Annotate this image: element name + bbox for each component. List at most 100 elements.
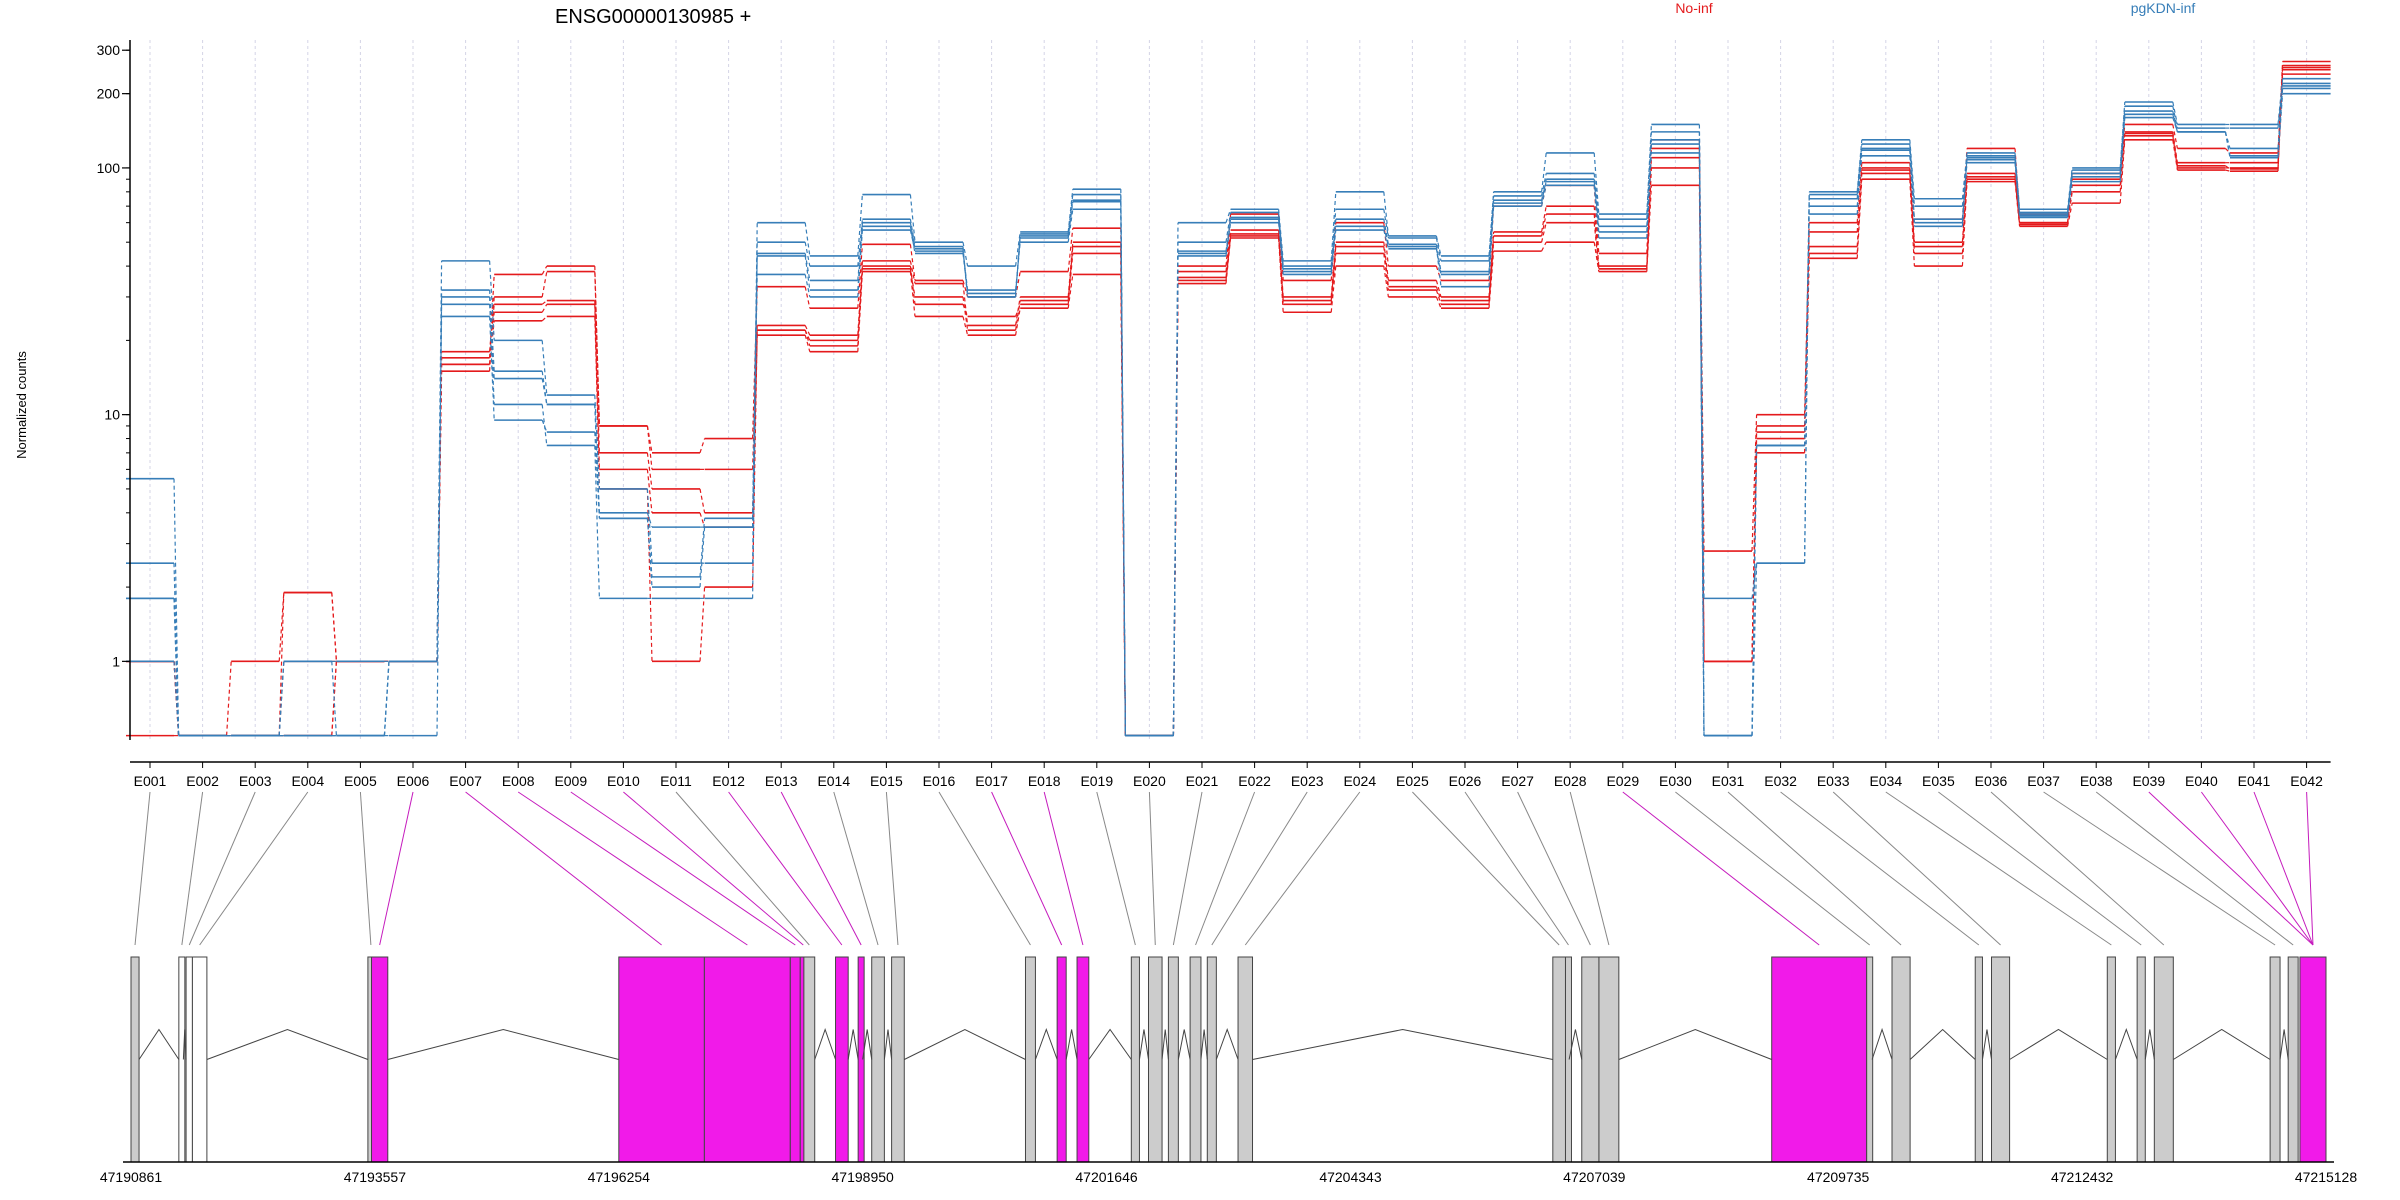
chart-title: ENSG00000130985 +	[555, 6, 751, 28]
series-connector	[646, 488, 653, 564]
exon-connector	[1211, 791, 1308, 946]
axes: 1 10 100 200 300 E001 E002 E003 E004 E005 E006 E007…	[97, 40, 2331, 789]
series-connector	[699, 587, 706, 662]
x-tick-label: E030	[1659, 773, 1692, 789]
intron-line	[1161, 1029, 1169, 1060]
series-connector	[909, 219, 916, 247]
intron-line	[1088, 1028, 1132, 1060]
y-tick-label: 1	[112, 653, 120, 669]
series-connector	[1593, 181, 1600, 227]
series-connector	[1541, 185, 1547, 207]
exon-connector	[991, 791, 1063, 946]
exon-block	[1598, 956, 1620, 1163]
series-connector	[1856, 179, 1863, 259]
gene-model: 47190861 47193557 47196254 47198950 47201646…	[100, 956, 2357, 1185]
exon-connector	[1412, 791, 1560, 946]
series-connector	[909, 222, 916, 249]
exon-block	[618, 956, 705, 1163]
series-connector	[646, 518, 653, 577]
series-connector	[541, 300, 548, 305]
series-connector	[962, 316, 969, 336]
series-connector	[1488, 242, 1495, 305]
series-connector	[1067, 200, 1074, 237]
exon-connector	[1990, 791, 2165, 946]
exon-connector	[938, 791, 1031, 946]
series-connector	[2014, 176, 2021, 225]
series-connector	[594, 445, 600, 599]
genomic-tick-label: 47212432	[2051, 1169, 2114, 1185]
exon-block	[130, 956, 140, 1163]
x-tick-label: E012	[712, 773, 745, 789]
exon-block	[2299, 956, 2327, 1163]
exon-connector	[134, 791, 151, 946]
series-connector	[1541, 173, 1547, 197]
series-connector	[1646, 167, 1652, 269]
series-connector	[909, 244, 916, 281]
x-tick-label: E035	[1922, 773, 1955, 789]
series-connector	[1488, 200, 1495, 287]
series-connector	[646, 425, 653, 453]
series-connector	[909, 268, 916, 298]
series-connector	[1856, 148, 1863, 215]
intron-line	[206, 1028, 369, 1060]
x-tick-label: E002	[186, 773, 219, 789]
series-connector	[1541, 222, 1547, 243]
series-lines	[126, 60, 2331, 737]
intron-line	[387, 1028, 619, 1060]
exon-block	[1024, 956, 1036, 1163]
intron-line	[1909, 1028, 1976, 1060]
exon-connectors	[134, 791, 2314, 946]
series-connector	[1909, 148, 1915, 227]
series-connector	[1488, 206, 1495, 275]
series-connector	[1278, 219, 1284, 269]
series-connector	[699, 512, 706, 528]
series-connector	[1646, 152, 1652, 239]
series-connector	[909, 194, 916, 243]
x-tick-label: E039	[2132, 773, 2165, 789]
exon-connector	[1043, 791, 1084, 946]
exon-connector	[1569, 791, 1610, 946]
exon-connector	[2306, 791, 2314, 946]
intron-line	[883, 1029, 893, 1060]
series-connector	[1225, 217, 1232, 254]
series-connector	[1383, 253, 1389, 291]
series-connector	[594, 300, 600, 453]
exon-block	[1147, 956, 1163, 1163]
intron-line	[1034, 1028, 1058, 1060]
genomic-tick-label: 47201646	[1075, 1169, 1138, 1185]
series-connector	[1646, 185, 1652, 272]
series-connector	[1225, 222, 1232, 256]
series-connector	[1593, 152, 1600, 215]
series-connector	[173, 478, 180, 736]
y-tick-label: 100	[97, 160, 121, 176]
x-tick-label: E004	[291, 773, 324, 789]
series-connector	[1646, 139, 1652, 227]
series-connector	[2067, 176, 2073, 215]
exon-block	[803, 956, 816, 1163]
series-connector	[962, 283, 969, 326]
genomic-tick-label: 47196254	[588, 1169, 651, 1185]
exon-block	[2269, 956, 2281, 1163]
x-tick-label: E007	[449, 773, 482, 789]
x-tick-label: E040	[2185, 773, 2218, 789]
series-connector	[331, 592, 337, 662]
exon-connector	[379, 791, 414, 946]
series-connector	[804, 253, 811, 281]
series-connector	[1435, 248, 1442, 275]
series-connector	[1541, 213, 1547, 237]
intron-line	[1200, 1029, 1208, 1060]
intron-line	[1252, 1028, 1553, 1060]
exon-block	[891, 956, 905, 1163]
series-connector	[173, 598, 180, 736]
legend-no-inf: No-inf	[1675, 0, 1712, 16]
series-connector	[646, 488, 653, 662]
exon-connector	[1780, 791, 1980, 946]
x-tick-label: E005	[344, 773, 377, 789]
series-connector	[1172, 277, 1179, 736]
series-connector	[1698, 139, 1705, 736]
exon-connector	[517, 791, 748, 946]
series-connector	[752, 274, 758, 528]
genomic-tick-label: 47204343	[1319, 1169, 1382, 1185]
x-tick-label: E020	[1133, 773, 1166, 789]
